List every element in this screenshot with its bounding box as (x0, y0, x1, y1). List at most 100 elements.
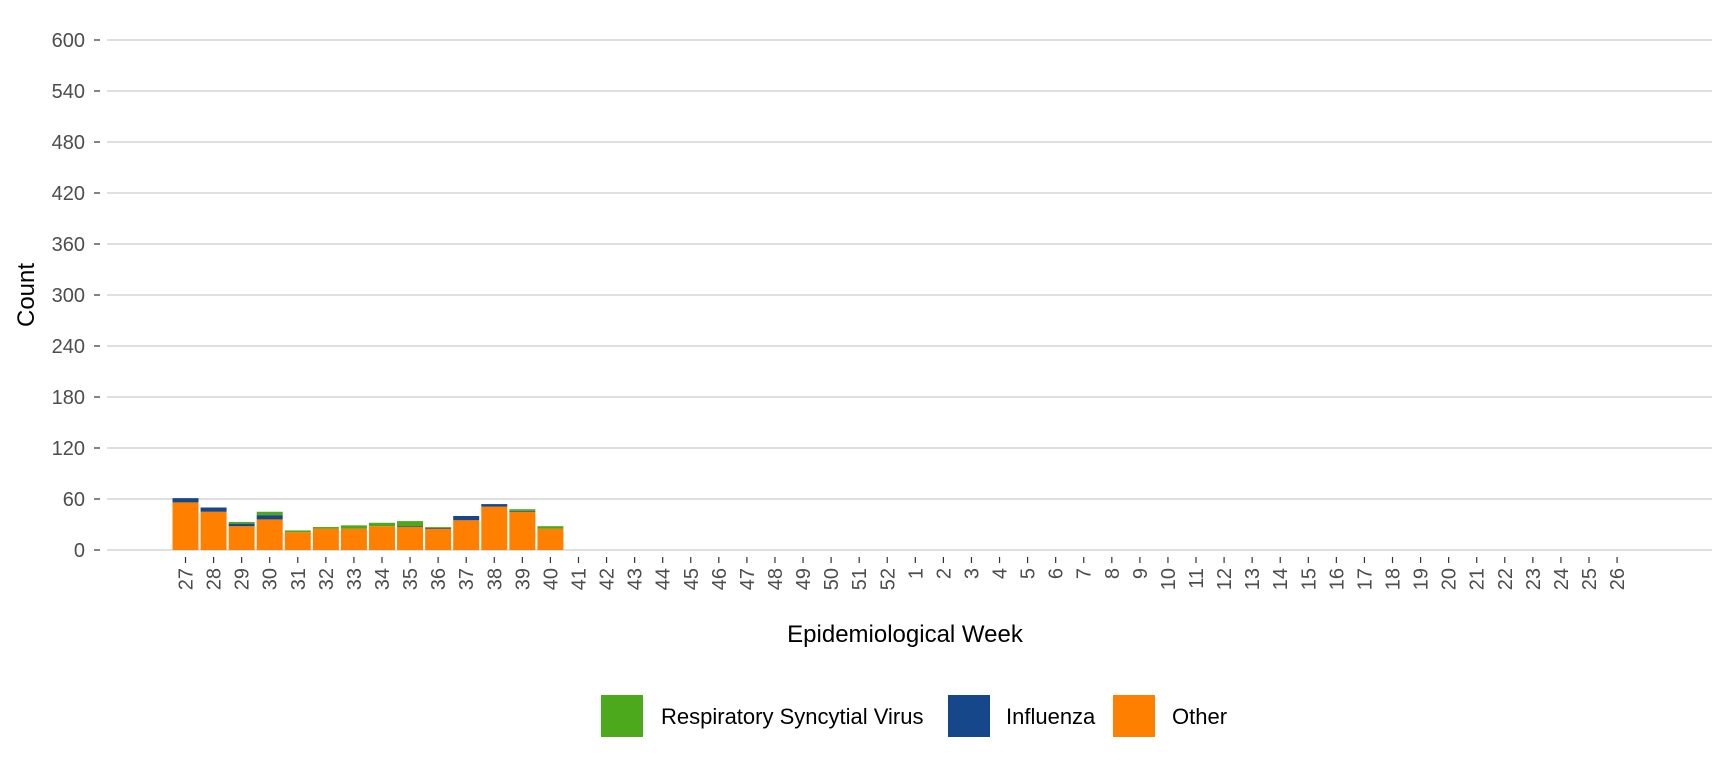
bar-respiratory-syncytial-virus-week-34 (368, 522, 395, 527)
x-tick-label: 51 (849, 568, 871, 590)
bar-influenza-week-35 (397, 526, 424, 528)
x-tick-label: 11 (1186, 568, 1208, 589)
x-tick-label: 12 (1214, 568, 1236, 590)
bar-influenza-week-29 (228, 523, 255, 527)
y-tick-label: 300 (52, 285, 85, 307)
y-tick-label: 480 (52, 132, 85, 154)
bar-influenza-week-27 (172, 498, 199, 503)
x-tick-label: 44 (653, 568, 675, 590)
x-tick-label: 33 (344, 568, 366, 590)
y-tick-label: 180 (52, 387, 85, 409)
legend-label: Influenza (1006, 704, 1096, 729)
bar-other-week-30 (256, 519, 283, 550)
x-tick-label: 4 (990, 568, 1012, 579)
x-tick-label: 13 (1242, 568, 1264, 590)
x-tick-label: 36 (428, 568, 450, 590)
x-tick-label: 41 (568, 568, 590, 590)
bars (172, 498, 564, 550)
x-tick-label: 18 (1383, 568, 1405, 590)
x-tick-label: 52 (877, 568, 899, 590)
x-tick-label: 29 (232, 568, 254, 590)
bar-influenza-week-38 (481, 504, 508, 507)
y-tick-label: 420 (52, 183, 85, 205)
x-tick-label: 10 (1158, 568, 1180, 590)
x-tick-label: 5 (1018, 568, 1040, 579)
x-tick-label: 27 (176, 568, 198, 590)
x-tick-label: 38 (484, 568, 506, 590)
y-tick-label: 0 (74, 540, 85, 562)
bar-influenza-week-36 (425, 527, 452, 529)
bar-other-week-28 (200, 511, 227, 550)
x-tick-label: 23 (1523, 568, 1545, 590)
x-tick-label: 9 (1130, 568, 1152, 579)
x-tick-label: 24 (1551, 568, 1573, 590)
x-tick-label: 40 (540, 568, 562, 590)
bar-other-week-40 (537, 528, 564, 550)
bar-respiratory-syncytial-virus-week-40 (537, 526, 564, 529)
legend-swatch (601, 695, 643, 737)
x-tick-label: 30 (260, 568, 282, 590)
bar-respiratory-syncytial-virus-week-35 (397, 521, 424, 527)
x-tick-label: 19 (1411, 568, 1433, 590)
y-tick-label: 120 (52, 438, 85, 460)
bar-respiratory-syncytial-virus-week-31 (284, 530, 311, 533)
bar-other-week-33 (340, 528, 367, 550)
x-tick-label: 3 (961, 568, 983, 579)
x-tick-label: 25 (1579, 568, 1601, 590)
x-tick-label: 50 (821, 568, 843, 590)
x-tick-label: 28 (204, 568, 226, 590)
x-tick-label: 17 (1354, 568, 1376, 590)
x-tick-label: 34 (372, 568, 394, 590)
bar-other-week-36 (425, 528, 452, 550)
x-tick-label: 42 (597, 568, 619, 590)
x-tick-label: 31 (288, 568, 310, 590)
bar-other-week-32 (312, 528, 339, 550)
legend-swatch (948, 695, 990, 737)
legend-swatch (1113, 695, 1155, 737)
y-tick-label: 360 (52, 234, 85, 256)
x-tick-label: 39 (512, 568, 534, 590)
x-tick-label: 1 (905, 568, 927, 579)
legend-label: Respiratory Syncytial Virus (661, 704, 923, 729)
x-tick-label: 2 (933, 568, 955, 579)
bar-influenza-week-28 (200, 507, 227, 512)
x-tick-label: 49 (793, 568, 815, 590)
x-tick-label: 16 (1326, 568, 1348, 590)
x-tick-label: 15 (1298, 568, 1320, 590)
y-tick-label: 240 (52, 336, 85, 358)
y-tick-label: 540 (52, 81, 85, 103)
bar-respiratory-syncytial-virus-week-33 (340, 525, 367, 529)
x-tick-label: 6 (1046, 568, 1068, 579)
bar-other-week-38 (481, 506, 508, 550)
x-tick-label: 8 (1102, 568, 1124, 579)
x-tick-label: 37 (456, 568, 478, 590)
bar-influenza-week-39 (509, 510, 536, 512)
bar-respiratory-syncytial-virus-week-29 (228, 521, 255, 524)
gridlines (107, 39, 1712, 551)
legend-label: Other (1172, 704, 1227, 729)
x-tick-label: 35 (400, 568, 422, 590)
bar-other-week-39 (509, 511, 536, 550)
y-tick-label: 60 (63, 489, 85, 511)
legend: Respiratory Syncytial Virus Influenza Othe… (601, 695, 1227, 737)
y-axis-title: Count (13, 263, 40, 327)
y-tick-label: 600 (52, 30, 85, 52)
x-tick-label: 14 (1270, 568, 1292, 590)
bar-other-week-31 (284, 532, 311, 550)
x-axis-title: Epidemiological Week (787, 621, 1024, 648)
bar-other-week-27 (172, 502, 199, 550)
bar-respiratory-syncytial-virus-week-30 (256, 511, 283, 516)
bar-influenza-week-37 (453, 516, 480, 521)
x-tick-label: 45 (681, 568, 703, 590)
bar-other-week-34 (368, 526, 395, 550)
x-tick-label: 7 (1074, 568, 1096, 579)
x-tick-label: 46 (709, 568, 731, 590)
x-tick-label: 21 (1467, 568, 1489, 590)
bar-respiratory-syncytial-virus-week-32 (312, 527, 339, 529)
x-tick-label: 48 (765, 568, 787, 590)
bar-influenza-week-30 (256, 515, 283, 520)
bar-respiratory-syncytial-virus-week-39 (509, 509, 536, 511)
